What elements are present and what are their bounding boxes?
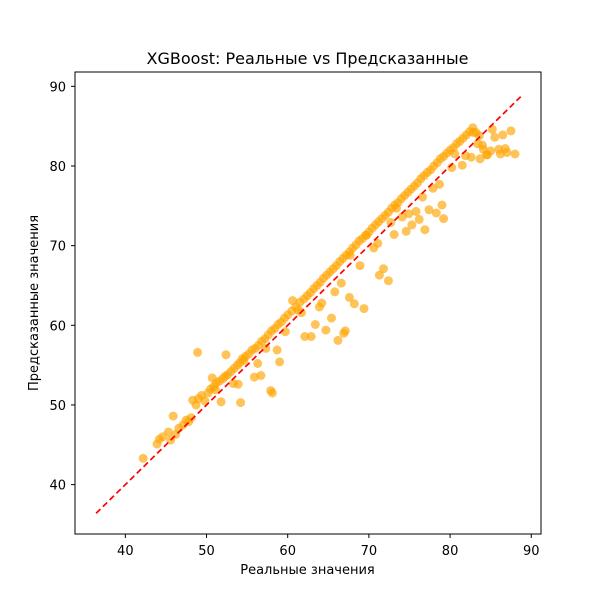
reference-line-layer xyxy=(95,96,522,514)
data-point xyxy=(288,296,298,306)
data-point xyxy=(249,372,259,382)
data-point xyxy=(437,200,447,210)
y-tick-label: 60 xyxy=(49,319,66,334)
data-point xyxy=(386,218,396,227)
y-tick-label: 80 xyxy=(49,160,66,175)
x-tick-label: 50 xyxy=(198,544,215,559)
data-point xyxy=(207,373,217,383)
data-point xyxy=(461,151,470,161)
data-point xyxy=(383,276,393,286)
data-point xyxy=(310,320,320,329)
chart-title: XGBoost: Реальные vs Предсказанные xyxy=(147,49,469,68)
y-tick-label: 70 xyxy=(49,240,66,255)
data-point xyxy=(490,132,500,142)
data-point xyxy=(498,130,508,140)
data-point xyxy=(239,355,249,365)
data-point xyxy=(306,332,316,341)
data-point xyxy=(374,270,384,280)
y-tick-label: 50 xyxy=(49,399,66,414)
data-point xyxy=(236,398,246,408)
data-point xyxy=(373,238,383,248)
data-point xyxy=(317,298,327,308)
data-point xyxy=(349,299,359,309)
data-point xyxy=(261,343,271,353)
data-point xyxy=(138,453,148,463)
data-point xyxy=(506,126,516,136)
data-point xyxy=(168,411,178,421)
data-point xyxy=(327,313,336,323)
data-point xyxy=(420,225,430,235)
data-point xyxy=(221,350,231,360)
data-point xyxy=(457,160,467,170)
data-point xyxy=(407,220,417,230)
y-axis: 40 50 60 70 80 90 xyxy=(49,80,75,494)
data-point xyxy=(447,163,457,173)
x-tick-label: 60 xyxy=(279,544,296,559)
data-point xyxy=(431,208,441,218)
data-point xyxy=(186,413,196,423)
data-point xyxy=(362,230,371,240)
data-point xyxy=(345,250,355,260)
data-point xyxy=(163,427,173,437)
data-point xyxy=(401,226,411,236)
reference-line xyxy=(95,96,522,514)
y-tick-label: 90 xyxy=(49,80,66,95)
data-point xyxy=(340,326,350,336)
data-point xyxy=(359,304,369,314)
data-point xyxy=(389,230,399,239)
data-point xyxy=(216,397,226,407)
data-point xyxy=(414,214,424,224)
data-point xyxy=(233,379,243,389)
data-point xyxy=(473,139,483,149)
points-layer xyxy=(138,123,520,463)
data-point xyxy=(336,278,346,288)
data-point xyxy=(424,205,434,215)
x-tick-label: 40 xyxy=(117,544,134,559)
data-point xyxy=(411,206,421,216)
data-point xyxy=(392,203,401,213)
data-point xyxy=(469,128,479,137)
data-point xyxy=(267,388,277,398)
data-point xyxy=(210,385,220,395)
data-point xyxy=(450,149,460,159)
data-point xyxy=(439,214,449,224)
data-point xyxy=(272,345,282,355)
data-point xyxy=(275,357,285,367)
x-tick-label: 90 xyxy=(523,544,540,559)
data-point xyxy=(293,305,303,315)
y-tick-label: 40 xyxy=(49,479,66,494)
x-axis-title: Реальные значения xyxy=(240,563,375,578)
data-point xyxy=(355,261,365,271)
data-point xyxy=(253,359,263,368)
data-point xyxy=(500,144,510,153)
x-tick-label: 80 xyxy=(442,544,459,559)
data-point xyxy=(510,149,520,159)
data-point xyxy=(379,264,388,274)
data-point xyxy=(333,335,343,345)
data-point xyxy=(344,292,354,302)
data-point xyxy=(418,192,427,202)
data-point xyxy=(482,150,492,160)
data-point xyxy=(330,287,340,297)
data-point xyxy=(435,179,444,189)
data-point xyxy=(404,209,414,219)
data-point xyxy=(321,325,331,335)
data-point xyxy=(475,154,485,164)
data-point xyxy=(487,124,497,134)
y-axis-title: Предсказанные значения xyxy=(27,215,42,391)
x-tick-label: 70 xyxy=(361,544,378,559)
x-axis: 40 50 60 70 80 90 xyxy=(117,534,540,559)
data-point xyxy=(193,347,203,357)
data-point xyxy=(300,332,310,341)
plot-frame xyxy=(74,71,542,535)
